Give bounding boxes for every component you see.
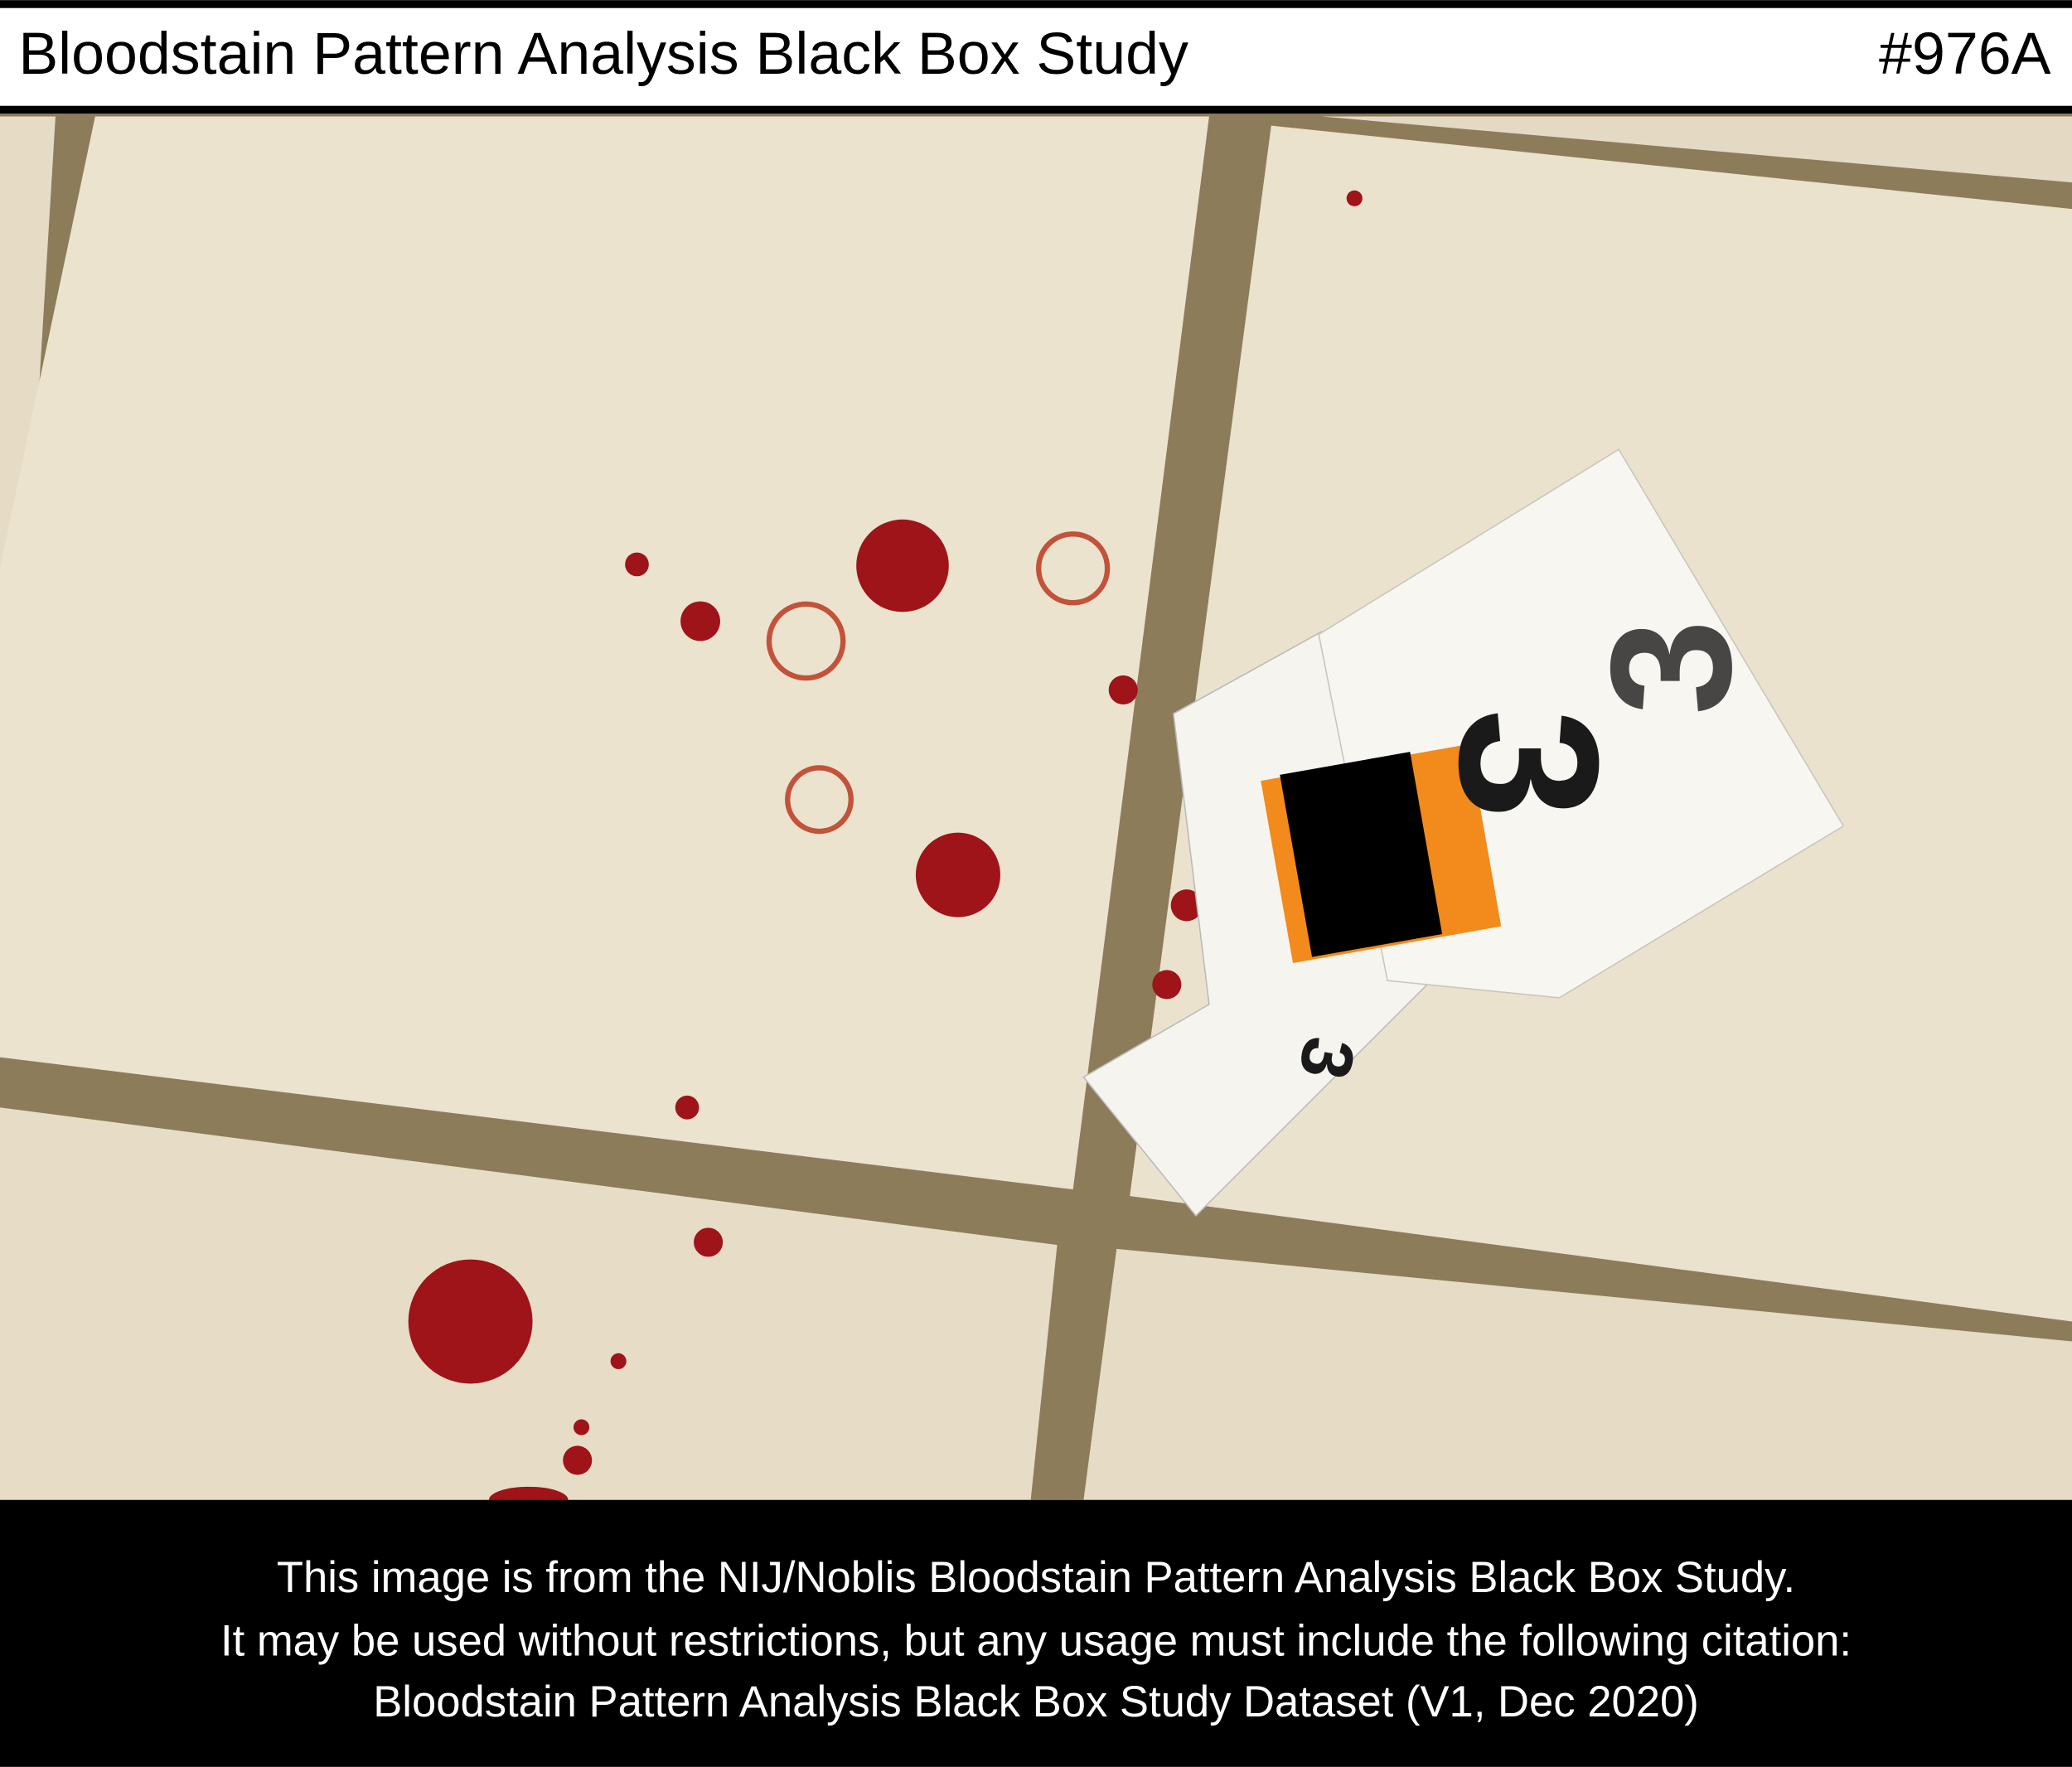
footer-line: This image is from the NIJ/Noblis Bloods… bbox=[277, 1553, 1795, 1602]
tent-number-back: 3 bbox=[1575, 620, 1767, 715]
tent-number: 3 bbox=[1418, 709, 1639, 819]
footer-line: Bloodstain Pattern Analysis Black Box St… bbox=[373, 1677, 1699, 1726]
footer-line: It may be used without restrictions, but… bbox=[220, 1616, 1852, 1665]
photo: 3 3 3 bbox=[0, 114, 2072, 1513]
header-rule-bottom bbox=[0, 105, 2072, 114]
tile bbox=[0, 116, 1209, 1190]
header-title: Bloodstain Pattern Analysis Black Box St… bbox=[18, 21, 1188, 87]
header-rule-top bbox=[0, 0, 2072, 8]
ring-stains bbox=[766, 531, 1111, 835]
redaction bbox=[1261, 743, 1502, 963]
header-id: #976A bbox=[1879, 21, 2051, 87]
tile bbox=[0, 116, 56, 1031]
tile bbox=[1321, 116, 2072, 183]
bloodstains bbox=[408, 190, 1363, 1513]
footer bbox=[0, 1499, 2072, 1767]
tile bbox=[1083, 1248, 2072, 1500]
